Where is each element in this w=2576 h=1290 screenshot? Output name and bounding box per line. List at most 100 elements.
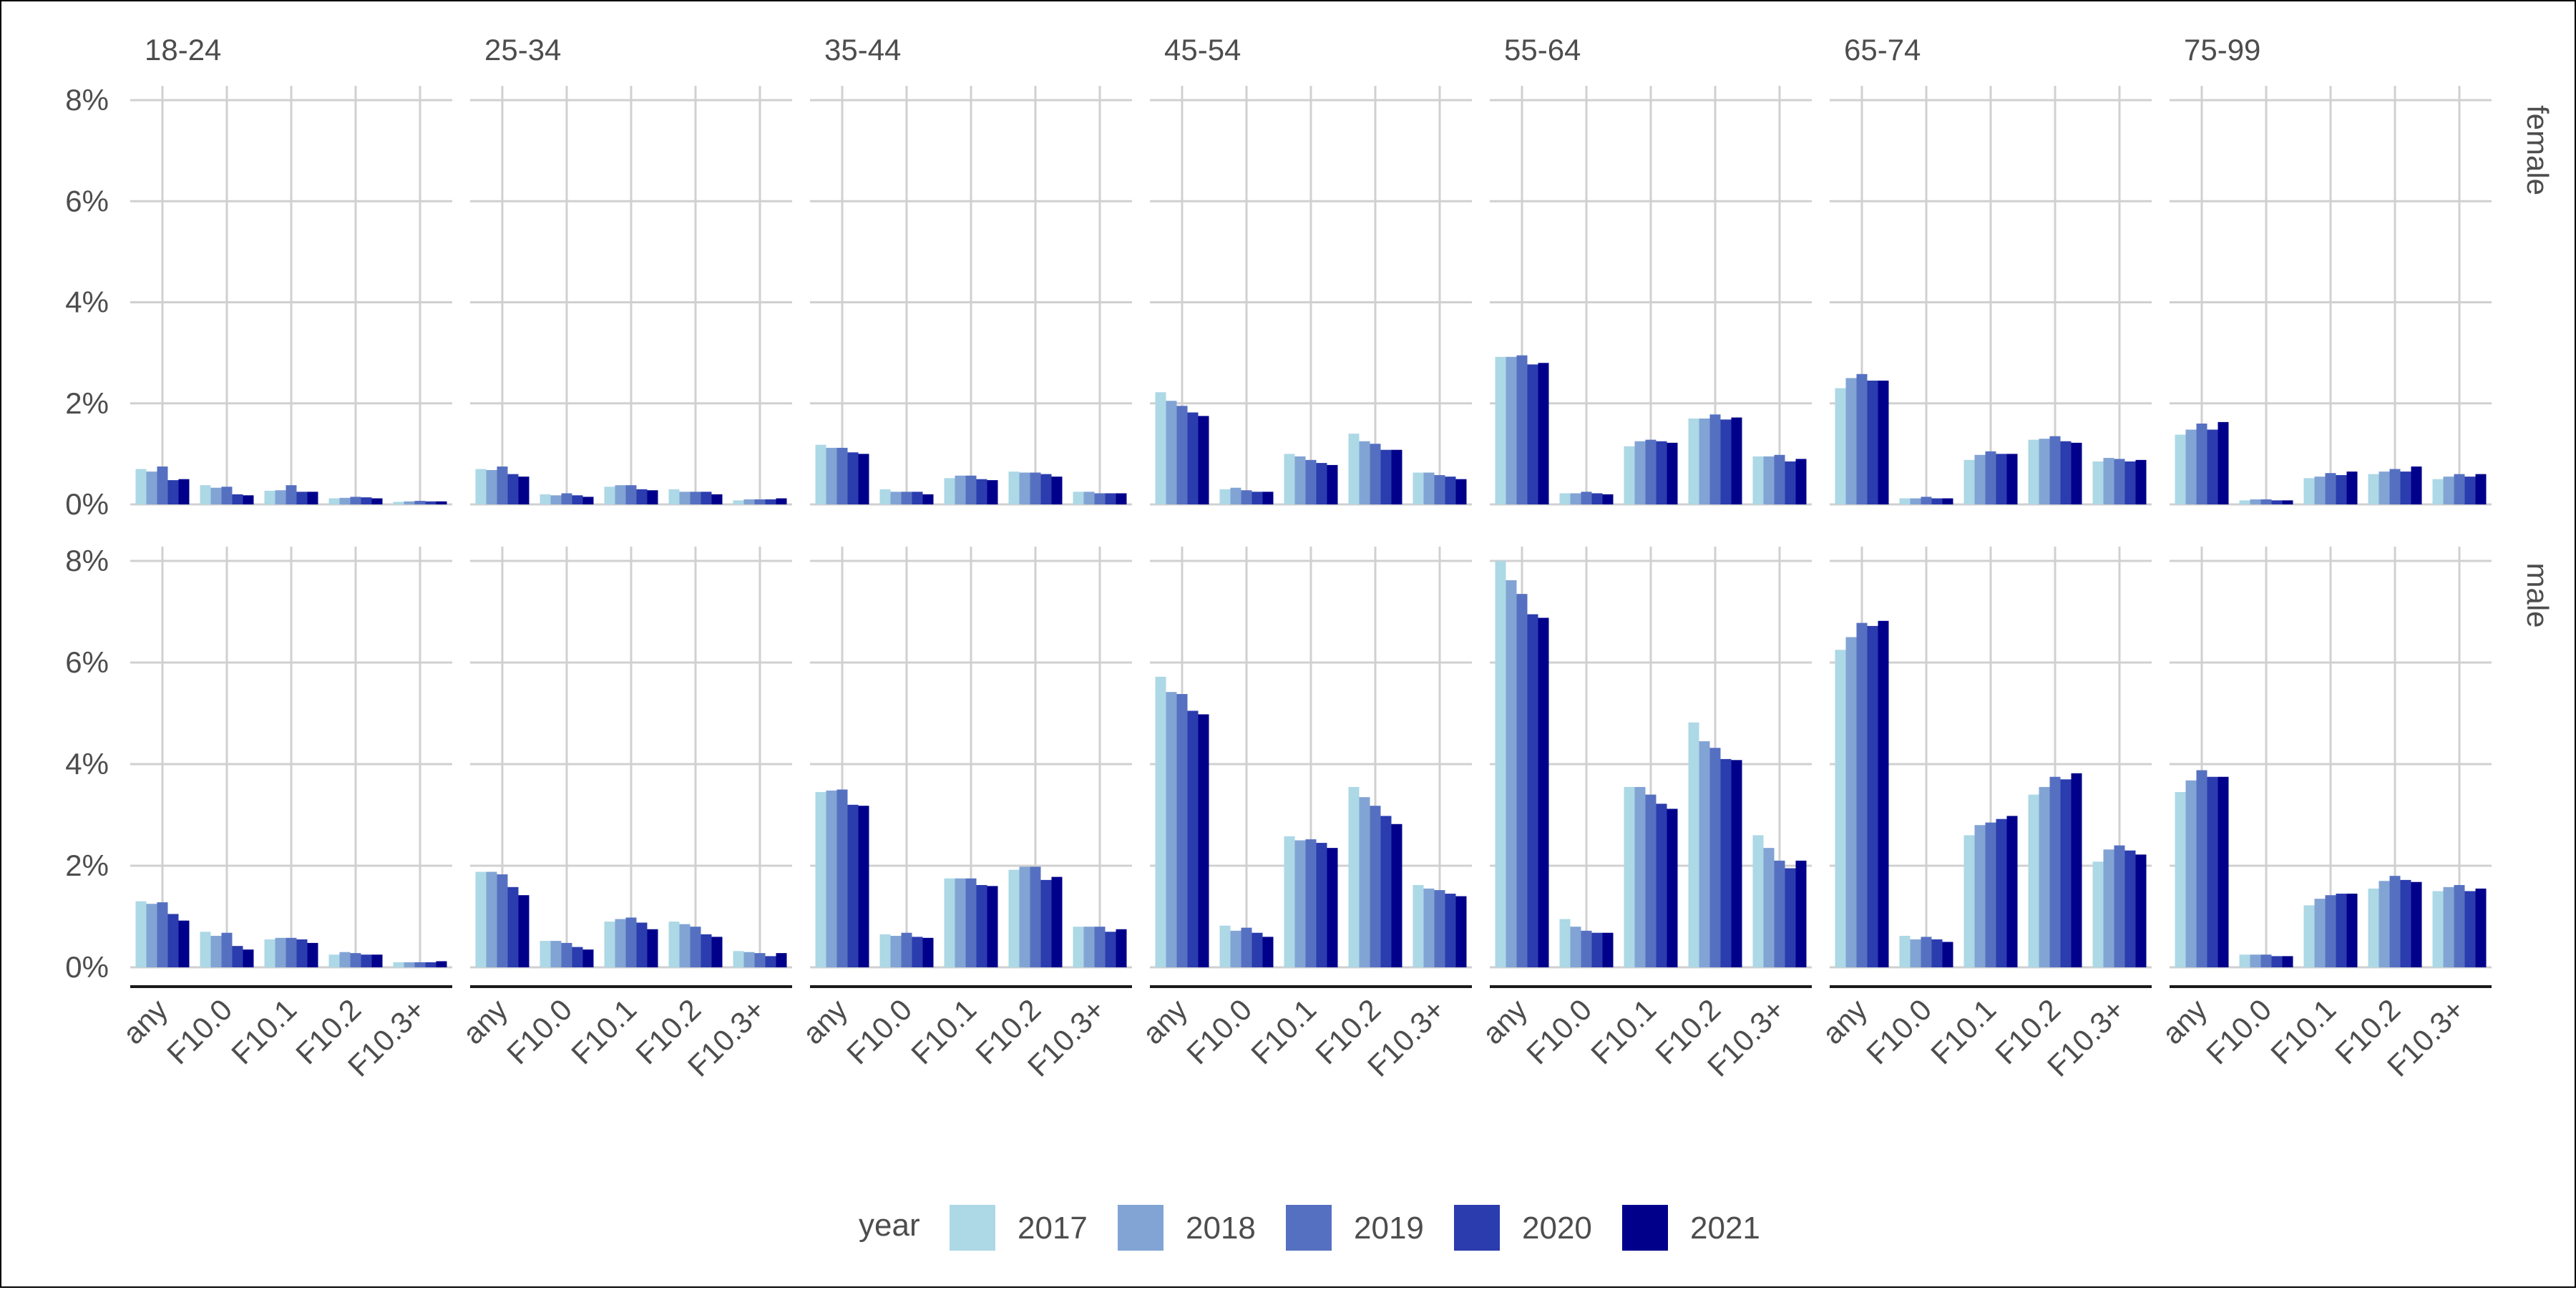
bar-female-75-99-F10.1-2017: [2303, 478, 2315, 504]
bar-male-25-34-any-2020: [507, 886, 519, 967]
bar-male-75-99-F10.3+-2019: [2454, 884, 2465, 967]
bar-male-65-74-any-2017: [1835, 650, 1846, 967]
bar-male-35-44-F10.1-2018: [955, 878, 966, 967]
bar-male-55-64-F10.2-2019: [1709, 748, 1721, 967]
bar-female-45-54-F10.2-2021: [1391, 449, 1402, 504]
bar-male-65-74-F10.0-2019: [1921, 937, 1932, 967]
bar-female-35-44-any-2020: [847, 452, 859, 504]
x-tick-label-F10.0: F10.0: [500, 992, 578, 1070]
bar-male-35-44-any-2020: [847, 804, 859, 967]
bar-male-55-64-any-2021: [1538, 617, 1549, 967]
bar-female-65-74-F10.1-2021: [2006, 454, 2018, 504]
bar-male-45-54-F10.1-2021: [1327, 848, 1338, 967]
bar-female-25-34-F10.2-2019: [690, 492, 701, 504]
bar-female-35-44-F10.0-2018: [890, 492, 902, 504]
bar-female-18-24-F10.2-2017: [328, 498, 340, 504]
bar-male-25-34-F10.2-2018: [679, 924, 691, 967]
bar-female-18-24-F10.3+-2020: [425, 501, 436, 504]
bar-female-35-44-F10.1-2017: [944, 478, 955, 504]
bar-female-75-99-F10.3+-2017: [2432, 479, 2444, 504]
bar-female-35-44-F10.1-2019: [965, 475, 977, 504]
bar-female-35-44-F10.0-2019: [901, 492, 912, 504]
bar-female-75-99-any-2021: [2218, 421, 2229, 504]
bar-male-75-99-F10.3+-2018: [2443, 886, 2454, 967]
bar-female-55-64-F10.0-2017: [1559, 493, 1571, 504]
bar-female-18-24-any-2019: [157, 466, 168, 504]
bar-male-18-24-F10.1-2019: [286, 937, 297, 967]
bar-male-45-54-F10.1-2018: [1294, 840, 1306, 967]
bar-female-75-99-F10.0-2018: [2250, 499, 2261, 504]
bar-female-45-54-F10.2-2017: [1348, 434, 1360, 504]
bar-female-75-99-F10.3+-2018: [2443, 477, 2454, 504]
bar-male-55-64-F10.2-2017: [1688, 722, 1699, 967]
bar-male-35-44-F10.2-2021: [1051, 876, 1063, 967]
bar-male-75-99-any-2021: [2218, 776, 2229, 967]
bar-female-65-74-F10.0-2021: [1942, 498, 1953, 504]
bar-male-35-44-F10.0-2017: [879, 934, 891, 967]
bar-male-45-54-F10.3+-2018: [1423, 888, 1435, 967]
bar-male-75-99-F10.0-2021: [2282, 956, 2293, 967]
bar-female-45-54-F10.3+-2018: [1423, 472, 1435, 504]
bar-female-55-64-F10.0-2018: [1570, 493, 1581, 504]
bar-male-65-74-F10.3+-2019: [2114, 845, 2125, 967]
bar-male-75-99-any-2018: [2185, 780, 2197, 967]
bar-female-65-74-any-2017: [1835, 388, 1846, 504]
bar-male-45-54-F10.3+-2021: [1455, 896, 1467, 967]
bar-female-75-99-F10.1-2018: [2314, 477, 2326, 504]
y-tick-label-female: 6%: [65, 184, 109, 218]
bar-female-35-44-F10.2-2021: [1051, 477, 1063, 504]
bar-female-35-44-F10.3+-2020: [1105, 493, 1116, 504]
bar-male-65-74-F10.1-2021: [2006, 816, 2018, 967]
bar-male-18-24-any-2021: [178, 920, 190, 967]
bar-female-45-54-F10.3+-2021: [1455, 479, 1467, 504]
bar-male-75-99-F10.1-2021: [2346, 894, 2358, 967]
bar-female-65-74-any-2021: [1878, 380, 1889, 504]
bar-male-35-44-any-2017: [815, 792, 826, 967]
bar-male-18-24-F10.2-2017: [328, 954, 340, 967]
bar-female-65-74-F10.0-2018: [1910, 498, 1921, 504]
bar-female-18-24-F10.2-2018: [339, 497, 351, 504]
bar-female-75-99-F10.2-2017: [2368, 474, 2379, 504]
bar-male-55-64-F10.3+-2018: [1763, 848, 1775, 967]
x-tick-label-F10.0: F10.0: [2200, 992, 2278, 1070]
bar-female-75-99-any-2019: [2196, 424, 2207, 504]
bar-male-25-34-F10.3+-2018: [743, 952, 755, 967]
bar-female-35-44-any-2017: [815, 444, 826, 504]
x-tick-label-F10.1: F10.1: [1584, 992, 1662, 1070]
bar-female-55-64-any-2018: [1506, 356, 1517, 504]
bar-female-25-34-any-2020: [507, 474, 519, 504]
bar-male-18-24-F10.0-2019: [221, 932, 233, 967]
bar-male-35-44-F10.2-2017: [1008, 869, 1020, 967]
bar-female-75-99-F10.3+-2021: [2475, 474, 2487, 504]
bar-female-55-64-F10.2-2019: [1709, 414, 1721, 504]
bar-female-65-74-F10.3+-2018: [2103, 458, 2114, 504]
bar-male-65-74-F10.2-2019: [2049, 776, 2061, 967]
bar-female-75-99-any-2018: [2185, 429, 2197, 504]
bar-female-35-44-F10.3+-2019: [1094, 493, 1106, 504]
bar-female-55-64-F10.3+-2018: [1763, 456, 1775, 504]
bar-male-18-24-F10.0-2021: [243, 949, 254, 967]
bar-female-25-34-F10.1-2020: [636, 489, 648, 504]
bar-male-45-54-F10.0-2021: [1262, 937, 1274, 967]
bar-male-45-54-F10.2-2021: [1391, 824, 1402, 967]
bar-male-65-74-any-2020: [1867, 625, 1878, 967]
bar-female-35-44-F10.2-2020: [1040, 474, 1052, 504]
bar-male-18-24-F10.3+-2021: [436, 961, 447, 967]
bar-female-65-74-any-2018: [1845, 378, 1857, 504]
bar-male-45-54-F10.2-2017: [1348, 786, 1360, 967]
bar-male-55-64-F10.3+-2017: [1752, 835, 1764, 967]
bar-female-55-64-F10.3+-2017: [1752, 456, 1764, 504]
bar-female-65-74-F10.2-2018: [2039, 439, 2050, 504]
bar-male-18-24-F10.2-2020: [361, 954, 372, 967]
bar-female-65-74-F10.1-2018: [1974, 454, 1986, 504]
bar-male-45-54-any-2018: [1166, 692, 1177, 967]
bar-male-18-24-any-2017: [135, 901, 147, 967]
bar-male-35-44-any-2018: [826, 790, 837, 967]
bar-female-25-34-F10.1-2017: [604, 487, 615, 504]
bar-male-65-74-F10.1-2018: [1974, 825, 1986, 967]
bar-female-55-64-F10.1-2021: [1667, 442, 1678, 504]
bar-female-75-99-F10.1-2020: [2336, 475, 2347, 504]
bar-male-55-64-F10.0-2017: [1559, 919, 1571, 967]
bar-female-45-54-F10.1-2018: [1294, 456, 1306, 504]
bar-male-65-74-F10.0-2018: [1910, 939, 1921, 967]
